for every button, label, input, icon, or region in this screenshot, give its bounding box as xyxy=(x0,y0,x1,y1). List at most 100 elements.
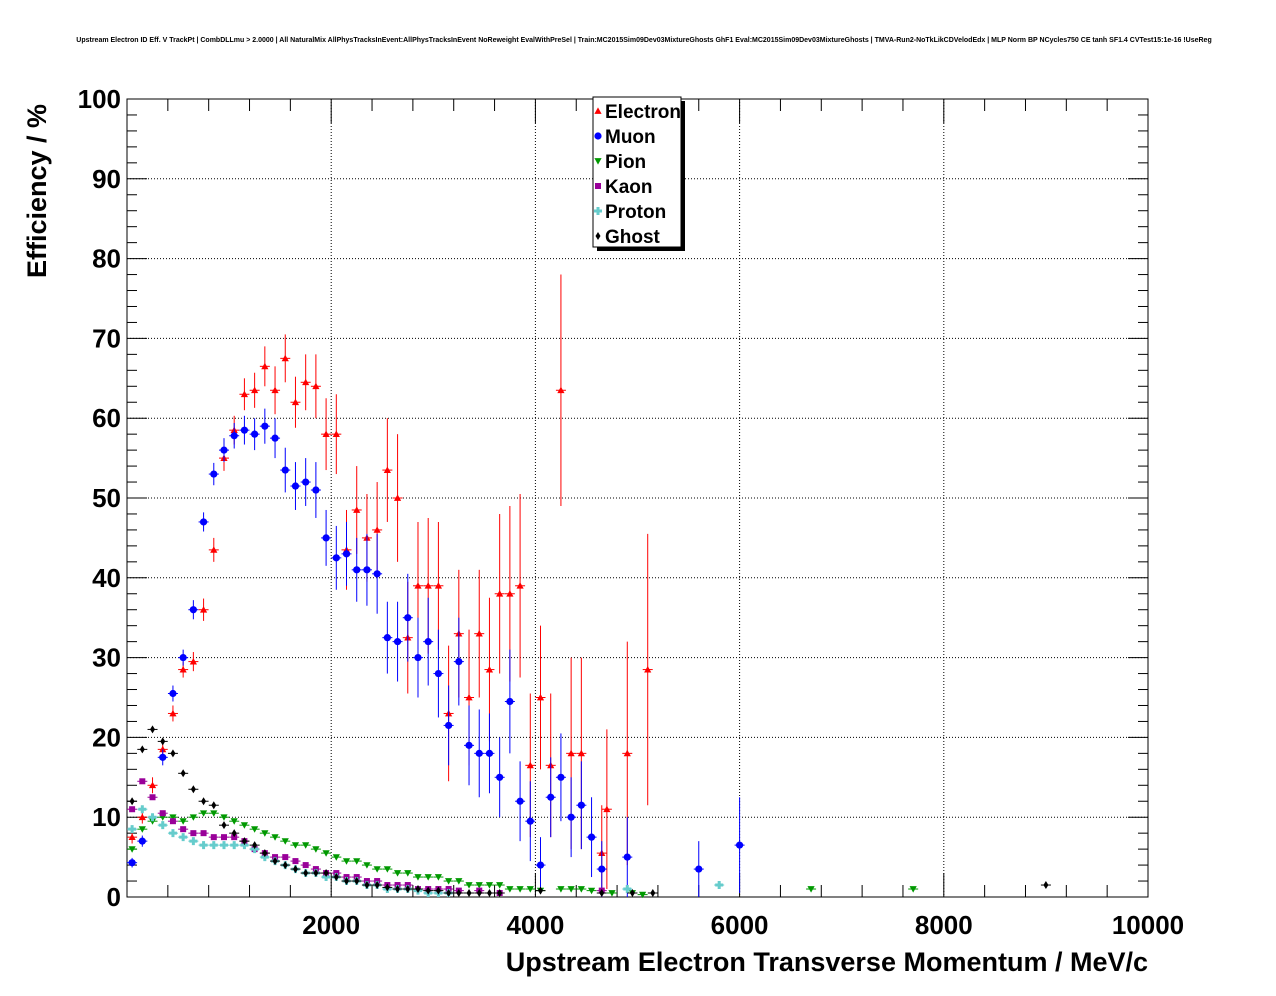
pion-marker xyxy=(148,818,157,825)
series-pion xyxy=(127,810,919,899)
muon-point xyxy=(188,600,199,620)
electron-marker xyxy=(485,665,494,673)
ghost-marker xyxy=(272,857,278,866)
kaon-marker xyxy=(220,834,227,841)
kaon-marker xyxy=(302,862,309,869)
proton-point xyxy=(178,833,189,842)
y-tick-label: 10 xyxy=(92,802,121,832)
muon-marker xyxy=(240,426,249,434)
ghost-point xyxy=(229,829,240,838)
ghost-point xyxy=(351,877,362,886)
ghost-marker xyxy=(190,785,196,794)
ghost-marker xyxy=(425,886,431,895)
electron-marker xyxy=(322,430,330,438)
x-axis-label: Upstream Electron Transverse Momentum / … xyxy=(506,947,1148,977)
electron-marker xyxy=(557,386,565,394)
muon-point xyxy=(392,601,403,682)
pion-point xyxy=(351,858,362,865)
x-tick-label: 2000 xyxy=(302,910,360,940)
muon-marker xyxy=(598,865,606,873)
pion-point xyxy=(525,886,536,893)
muon-point xyxy=(412,617,423,698)
electron-point xyxy=(331,394,342,475)
kaon-marker xyxy=(149,794,156,801)
ghost-marker xyxy=(282,861,288,870)
muon-marker xyxy=(736,841,744,849)
pion-point xyxy=(300,842,311,849)
ghost-point xyxy=(596,889,607,898)
muon-point xyxy=(310,462,321,518)
muon-marker xyxy=(199,518,208,526)
ghost-marker xyxy=(364,881,370,890)
muon-marker xyxy=(383,634,391,642)
proton-marker xyxy=(199,841,208,850)
muon-point xyxy=(566,777,577,858)
ghost-point xyxy=(321,869,332,878)
pion-marker xyxy=(210,810,218,817)
electron-marker xyxy=(383,466,391,473)
ghost-point xyxy=(167,749,178,758)
pion-marker xyxy=(485,882,494,889)
pion-point xyxy=(908,886,919,893)
kaon-point xyxy=(290,858,301,865)
ghost-point xyxy=(361,881,372,890)
muon-marker xyxy=(189,606,197,614)
ghost-point xyxy=(453,889,464,898)
ghost-point xyxy=(300,869,311,878)
pion-marker xyxy=(189,814,197,821)
electron-marker xyxy=(210,546,218,553)
ghost-point xyxy=(147,725,158,734)
ghost-point xyxy=(494,889,505,898)
muon-marker xyxy=(516,797,524,805)
pion-point xyxy=(341,858,352,865)
y-tick-label: 40 xyxy=(92,563,121,593)
ghost-point xyxy=(535,886,546,895)
proton-marker xyxy=(230,841,239,850)
muon-marker xyxy=(159,753,167,761)
electron-point xyxy=(167,705,178,722)
proton-point xyxy=(622,885,633,894)
chart-title: Upstream Electron ID Eff. V TrackPt | Co… xyxy=(76,37,1211,44)
muon-marker xyxy=(465,741,473,749)
ghost-point xyxy=(137,745,148,754)
muon-point xyxy=(576,761,587,850)
electron-point xyxy=(300,354,311,411)
muon-point xyxy=(545,757,556,838)
electron-marker xyxy=(434,582,443,589)
pion-marker xyxy=(506,886,514,893)
electron-point xyxy=(290,376,301,428)
pion-point xyxy=(423,874,434,881)
muon-marker xyxy=(128,859,136,867)
pion-point xyxy=(494,882,505,889)
muon-marker xyxy=(455,657,463,666)
muon-marker xyxy=(623,853,631,861)
pion-marker xyxy=(169,814,177,821)
pion-point xyxy=(453,878,464,885)
legend-item-kaon: Kaon xyxy=(595,177,653,198)
pion-marker xyxy=(608,890,616,897)
legend-item-ghost: Ghost xyxy=(595,227,661,248)
ghost-point xyxy=(412,885,423,894)
electron-marker xyxy=(373,526,381,533)
muon-marker xyxy=(230,432,238,440)
muon-point xyxy=(693,841,704,897)
proton-point xyxy=(198,841,209,850)
pion-marker xyxy=(322,850,330,857)
electron-marker xyxy=(261,362,269,370)
pion-point xyxy=(392,870,403,877)
ghost-marker xyxy=(201,797,207,806)
legend-item-electron: Electron xyxy=(594,102,681,123)
ghost-point xyxy=(239,837,250,846)
ghost-point xyxy=(423,886,434,895)
pion-marker xyxy=(199,810,208,817)
legend-box xyxy=(592,96,682,248)
y-tick-label: 20 xyxy=(92,722,121,752)
muon-marker xyxy=(169,689,177,698)
ghost-marker xyxy=(1043,881,1049,890)
electron-marker xyxy=(465,693,473,701)
muon-marker xyxy=(485,749,494,757)
pion-point xyxy=(474,882,485,889)
muon-marker xyxy=(567,813,575,821)
muon-marker xyxy=(496,773,504,781)
muon-point xyxy=(525,781,536,862)
